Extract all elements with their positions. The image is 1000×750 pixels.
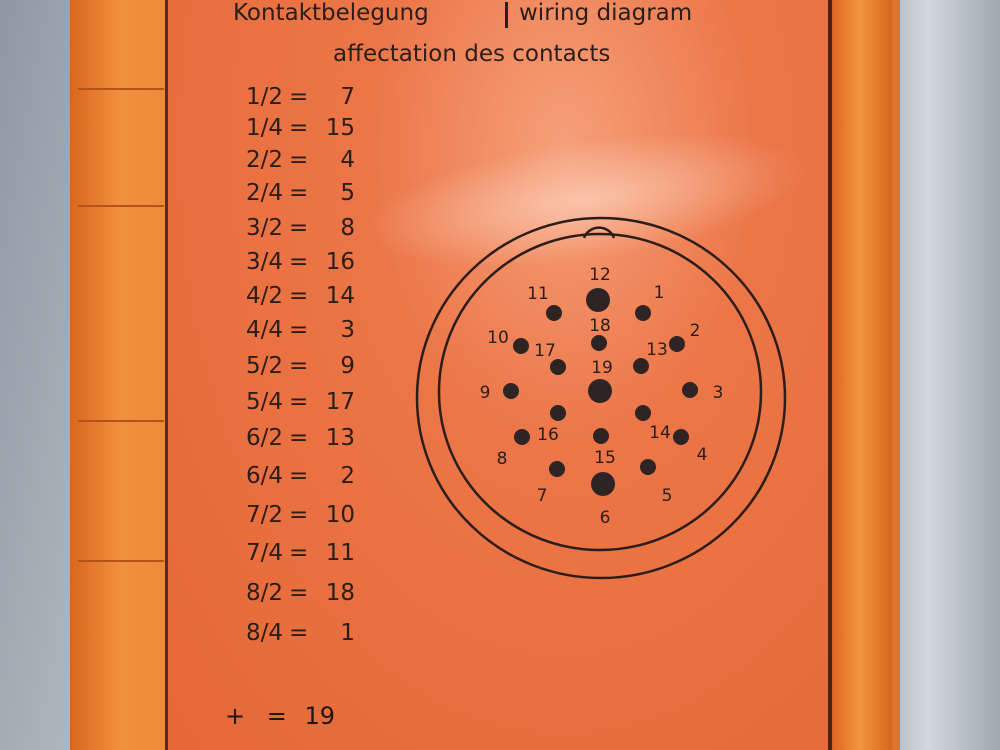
pin-9 [503, 383, 519, 399]
title-french: affectation des contacts [333, 41, 611, 67]
equals: = [289, 180, 309, 206]
equals: = [289, 540, 309, 566]
pin-16 [550, 405, 566, 421]
assignment-key: 1/2 [245, 84, 283, 110]
equals: = [289, 215, 309, 241]
assignment-plus: + = 19 [225, 702, 335, 730]
pin-label: 17 [534, 341, 556, 361]
equals: = [289, 620, 309, 646]
pin-3 [682, 382, 698, 398]
pin-label: 3 [713, 383, 724, 403]
metal-surface [880, 0, 1000, 750]
equals: = [289, 389, 309, 415]
assignment-value: 1 [340, 620, 355, 646]
pin-label: 13 [646, 340, 668, 360]
assignment-key: 4/4 [245, 317, 283, 343]
pin-17 [550, 359, 566, 375]
equals: = [289, 580, 309, 606]
outer-ring [415, 216, 787, 580]
assignment-value: 9 [340, 353, 355, 379]
pin-label: 16 [537, 425, 559, 445]
pin-label: 2 [690, 321, 701, 341]
equals: = [289, 115, 309, 141]
equals: = [289, 353, 309, 379]
pin-15 [593, 428, 609, 444]
title-divider [505, 2, 508, 28]
pin-label: 12 [589, 265, 611, 285]
assignment-value: 2 [340, 463, 355, 489]
assignment-value: 4 [340, 147, 355, 173]
inner-ring [437, 232, 763, 552]
assignment-key: 2/2 [245, 147, 283, 173]
assignment-value: 17 [325, 389, 355, 415]
pin-7 [549, 461, 565, 477]
pin-6 [591, 472, 615, 496]
assignment-key: 6/4 [245, 463, 283, 489]
assignment-key: 7/2 [245, 502, 283, 528]
pin-label: 19 [591, 358, 613, 378]
assignment-value: 14 [325, 283, 355, 309]
assignment-value: 13 [325, 425, 355, 451]
assignment-value: 16 [325, 249, 355, 275]
assignment-key: 5/4 [245, 389, 283, 415]
pin-19 [588, 379, 612, 403]
pin-label: 11 [527, 284, 549, 304]
casing-edge [820, 0, 892, 750]
pin-label: 1 [654, 283, 665, 303]
assignment-value: 10 [325, 502, 355, 528]
pin-11 [546, 305, 562, 321]
pin-4 [673, 429, 689, 445]
assignment-key: 3/4 [245, 249, 283, 275]
pin-label: 4 [697, 445, 708, 465]
assignment-key: 8/2 [245, 580, 283, 606]
assignment-key: 3/2 [245, 215, 283, 241]
assignment-value: 7 [340, 84, 355, 110]
pin-18 [591, 335, 607, 351]
assignment-value: 11 [325, 540, 355, 566]
pin-label: 10 [487, 328, 509, 348]
equals: = [289, 84, 309, 110]
equals: = [289, 249, 309, 275]
pin-label: 15 [594, 448, 616, 468]
assignment-key: + [225, 702, 246, 730]
pin-label: 18 [589, 316, 611, 336]
pin-13 [633, 358, 649, 374]
assignment-value: 3 [340, 317, 355, 343]
pin-14 [635, 405, 651, 421]
assignment-key: 6/2 [245, 425, 283, 451]
assignment-key: 1/4 [245, 115, 283, 141]
pin-5 [640, 459, 656, 475]
pin-label: 9 [480, 383, 491, 403]
assignment-key: 5/2 [245, 353, 283, 379]
assignment-key: 7/4 [245, 540, 283, 566]
assignment-value: 15 [325, 115, 355, 141]
pin-label: 8 [497, 449, 508, 469]
title-english: wiring diagram [519, 0, 693, 26]
pin-label: 14 [649, 423, 671, 443]
pin-12 [586, 288, 610, 312]
assignment-value: 8 [340, 215, 355, 241]
assignment-key: 2/4 [245, 180, 283, 206]
pin-10 [513, 338, 529, 354]
assignment-value: 18 [325, 580, 355, 606]
equals: = [289, 147, 309, 173]
equals: = [266, 702, 287, 730]
equals: = [289, 425, 309, 451]
assignment-value: 5 [340, 180, 355, 206]
pin-8 [514, 429, 530, 445]
equals: = [289, 463, 309, 489]
assignment-key: 8/4 [245, 620, 283, 646]
equals: = [289, 283, 309, 309]
assignment-key: 4/2 [245, 283, 283, 309]
pin-1 [635, 305, 651, 321]
pin-2 [669, 336, 685, 352]
pin-label: 6 [600, 508, 611, 528]
pin-label: 7 [537, 486, 548, 506]
assignment-value: 19 [304, 702, 336, 730]
title-german: Kontaktbelegung [233, 0, 429, 26]
equals: = [289, 502, 309, 528]
pin-label: 5 [662, 486, 673, 506]
equals: = [289, 317, 309, 343]
